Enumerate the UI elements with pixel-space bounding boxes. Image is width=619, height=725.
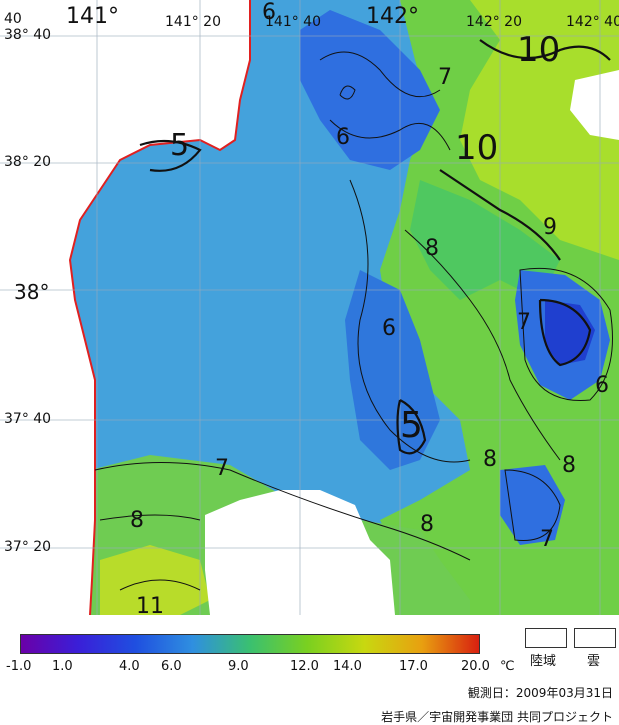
contour-label: 6 (595, 373, 609, 398)
isotherm-contours-bold (139, 39, 611, 455)
land-legend-label: 陸域 (530, 654, 557, 669)
contour-label: 5 (400, 405, 423, 446)
colorbar-unit: ℃ (500, 659, 515, 674)
longitude-label: 141° 20 (165, 14, 221, 30)
cold-water-southeast (500, 465, 565, 545)
colorbar-tick: 17.0 (399, 659, 428, 674)
longitude-label: 142° 20 (466, 14, 522, 30)
land-west (0, 0, 250, 615)
cloud-northeast (570, 70, 619, 140)
corner-label: 40 (4, 11, 22, 27)
land-legend-swatch (525, 628, 567, 648)
contour-label: 7 (540, 527, 554, 552)
colorbar-tick: 12.0 (290, 659, 319, 674)
longitude-label: 142° (366, 4, 419, 29)
longitude-label: 141° (66, 4, 119, 29)
contour-label: 7 (438, 65, 452, 90)
latitude-label: 37° 20 (4, 539, 52, 555)
contour-label: 8 (483, 447, 497, 472)
colorbar-tick: 20.0 (461, 659, 490, 674)
contour-label: 5 (170, 128, 190, 163)
colorbar-tick: 9.0 (228, 659, 249, 674)
temperature-colorbar (20, 634, 480, 654)
longitude-label: 141° 40 (265, 14, 321, 30)
latitude-label: 38° 20 (4, 154, 52, 170)
observation-date: 観測日：2009年03月31日 (467, 686, 613, 700)
contour-label: 9 (543, 215, 557, 240)
graticule (0, 0, 619, 615)
colorbar-tick: -1.0 (6, 659, 32, 674)
cloud-legend-swatch (574, 628, 616, 648)
contour-label: 8 (420, 512, 434, 537)
cloud-legend-label: 雲 (587, 654, 601, 669)
credit-line: 岩手県／宇宙開発事業団 共同プロジェクト (381, 710, 613, 724)
contour-label: 6 (382, 316, 396, 341)
cold-water-north (300, 10, 440, 170)
longitude-label: 142° 40 (566, 14, 619, 30)
latitude-label: 37° 40 (4, 411, 52, 427)
colorbar-tick: 1.0 (52, 659, 73, 674)
contour-label: 8 (562, 453, 576, 478)
contour-label: 8 (425, 236, 439, 261)
latitude-label: 38° (14, 280, 50, 304)
colorbar-tick: 4.0 (119, 659, 140, 674)
contour-label: 10 (455, 128, 499, 168)
contour-label: 7 (215, 456, 229, 481)
latitude-label: 38° 40 (4, 27, 52, 43)
contour-label: 10 (517, 30, 561, 70)
contour-label: 11 (136, 594, 164, 619)
colorbar-tick: 6.0 (161, 659, 182, 674)
colorbar-tick: 14.0 (333, 659, 362, 674)
isotherm-contours (94, 51, 613, 591)
contour-label: 7 (517, 310, 531, 335)
contour-label: 8 (130, 508, 144, 533)
sst-map (0, 0, 619, 615)
contour-label: 6 (262, 0, 276, 25)
contour-label: 6 (336, 125, 350, 150)
